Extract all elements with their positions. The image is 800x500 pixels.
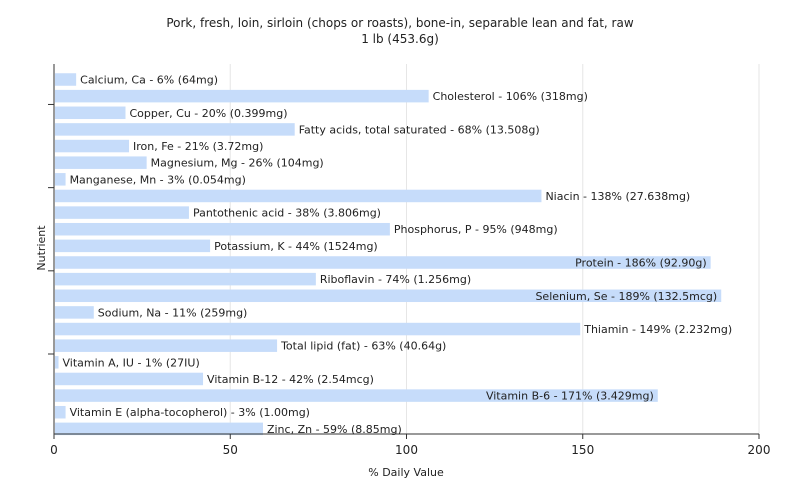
bars bbox=[55, 73, 722, 436]
bar-label: Manganese, Mn - 3% (0.054mg) bbox=[70, 173, 246, 186]
bar bbox=[55, 372, 204, 386]
bar bbox=[55, 272, 316, 286]
bar-label: Cholesterol - 106% (318mg) bbox=[433, 90, 588, 103]
bar-label: Niacin - 138% (27.638mg) bbox=[545, 190, 690, 203]
bar bbox=[55, 405, 66, 419]
bar bbox=[55, 123, 295, 136]
bar-label: Pantothenic acid - 38% (3.806mg) bbox=[193, 207, 381, 220]
bar bbox=[55, 256, 711, 269]
bar bbox=[55, 356, 59, 369]
bar-label: Vitamin E (alpha-tocopherol) - 3% (1.00m… bbox=[70, 406, 310, 419]
bar-label: Selenium, Se - 189% (132.5mcg) bbox=[535, 290, 717, 303]
bar-label: Total lipid (fat) - 63% (40.64g) bbox=[280, 340, 446, 353]
bar bbox=[55, 156, 147, 169]
bar bbox=[55, 389, 658, 402]
bar bbox=[55, 222, 390, 236]
bar-label: Thiamin - 149% (2.232mg) bbox=[583, 323, 732, 336]
bar-label: Fatty acids, total saturated - 68% (13.5… bbox=[299, 123, 540, 136]
x-tick-label: 0 bbox=[50, 443, 58, 457]
bar bbox=[55, 306, 94, 319]
bar-label: Magnesium, Mg - 26% (104mg) bbox=[151, 157, 324, 170]
x-tick-label: 200 bbox=[748, 443, 771, 457]
x-tick-label: 150 bbox=[571, 443, 594, 457]
bar bbox=[55, 73, 77, 86]
bar-label: Calcium, Ca - 6% (64mg) bbox=[80, 74, 218, 87]
bar bbox=[55, 173, 66, 186]
bar-label: Vitamin B-6 - 171% (3.429mg) bbox=[486, 390, 654, 403]
bar-label: Zinc, Zn - 59% (8.85mg) bbox=[267, 423, 402, 436]
bar-label: Copper, Cu - 20% (0.399mg) bbox=[130, 107, 288, 120]
chart-title: Pork, fresh, loin, sirloin (chops or roa… bbox=[166, 16, 634, 30]
bar bbox=[55, 106, 126, 120]
bar-label: Protein - 186% (92.90g) bbox=[575, 257, 707, 270]
bar-label: Vitamin A, IU - 1% (27IU) bbox=[63, 356, 200, 369]
bar-label: Vitamin B-12 - 42% (2.54mcg) bbox=[207, 373, 374, 386]
bar bbox=[55, 89, 429, 103]
chart-title-block: Pork, fresh, loin, sirloin (chops or roa… bbox=[0, 15, 800, 47]
bar bbox=[55, 422, 263, 436]
bar bbox=[55, 206, 189, 219]
x-tick-label: 50 bbox=[223, 443, 238, 457]
bar-label: Iron, Fe - 21% (3.72mg) bbox=[133, 140, 263, 153]
bar-label: Phosphorus, P - 95% (948mg) bbox=[394, 223, 558, 236]
bar bbox=[55, 339, 278, 352]
bar bbox=[55, 189, 542, 203]
bar bbox=[55, 289, 722, 303]
y-axis-title: Nutrient bbox=[35, 225, 48, 271]
axes: 0 50 100 150 200 bbox=[48, 64, 770, 457]
bar-label: Sodium, Na - 11% (259mg) bbox=[98, 306, 248, 319]
bar-label: Potassium, K - 44% (1524mg) bbox=[214, 240, 378, 253]
bar-labels: Calcium, Ca - 6% (64mg) Cholesterol - 106… bbox=[63, 74, 733, 436]
bar-label: Riboflavin - 74% (1.256mg) bbox=[320, 273, 471, 286]
bar bbox=[55, 239, 211, 253]
x-tick-label: 100 bbox=[395, 443, 418, 457]
bar bbox=[55, 322, 581, 336]
chart-subtitle: 1 lb (453.6g) bbox=[361, 32, 439, 46]
bar bbox=[55, 139, 130, 153]
x-axis-title: % Daily Value bbox=[368, 466, 444, 479]
